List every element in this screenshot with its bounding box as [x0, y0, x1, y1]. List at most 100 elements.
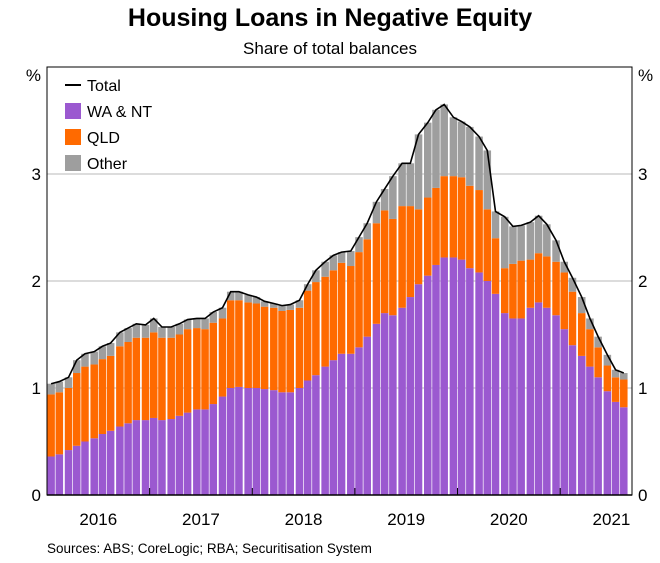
bar-other-64 — [594, 336, 602, 348]
bar-wa-nt-57 — [534, 302, 543, 495]
bar-wa-nt-32 — [321, 366, 329, 495]
bar-other-15 — [175, 323, 184, 335]
bar-wa-nt-4 — [81, 441, 89, 495]
bar-other-18 — [201, 318, 209, 330]
bar-qld-59 — [552, 261, 560, 316]
bar-other-0 — [47, 383, 55, 395]
y-label-right-1: 1 — [638, 379, 647, 398]
bar-wa-nt-17 — [193, 409, 201, 495]
bar-qld-23 — [244, 302, 252, 388]
bar-other-61 — [568, 277, 577, 292]
legend-label-other: Other — [87, 156, 128, 173]
bar-qld-65 — [603, 365, 612, 392]
bar-wa-nt-67 — [620, 407, 628, 495]
bar-qld-52 — [491, 238, 500, 294]
bar-wa-nt-6 — [98, 434, 107, 495]
bar-other-66 — [611, 369, 620, 378]
bar-other-34 — [337, 252, 346, 263]
bar-other-3 — [73, 360, 81, 374]
bar-qld-46 — [440, 176, 448, 258]
bar-other-10 — [132, 323, 141, 338]
bar-other-24 — [252, 297, 261, 304]
bar-other-30 — [303, 284, 312, 291]
bar-qld-19 — [209, 322, 218, 405]
bar-qld-11 — [141, 337, 150, 421]
bar-other-42 — [406, 163, 415, 207]
bar-wa-nt-48 — [457, 259, 466, 495]
bar-other-9 — [124, 328, 132, 342]
bar-qld-67 — [620, 379, 628, 408]
bar-other-47 — [449, 117, 458, 177]
bar-qld-62 — [577, 313, 586, 356]
bar-qld-36 — [355, 252, 363, 348]
bar-other-62 — [577, 297, 586, 314]
bar-wa-nt-64 — [594, 377, 602, 495]
bar-qld-55 — [517, 260, 525, 319]
bar-qld-21 — [226, 300, 235, 388]
bar-other-1 — [55, 381, 64, 393]
bar-other-37 — [363, 223, 371, 240]
bar-qld-35 — [347, 266, 355, 354]
bar-wa-nt-14 — [167, 419, 175, 495]
y-label-right-2: 2 — [638, 272, 647, 291]
y-label-right-3: 3 — [638, 165, 647, 184]
x-label-2021: 2021 — [593, 510, 631, 529]
bar-qld-27 — [278, 310, 286, 393]
bar-other-28 — [286, 304, 294, 310]
bar-qld-31 — [312, 282, 320, 376]
bar-other-52 — [491, 211, 500, 239]
bar-other-67 — [620, 373, 628, 380]
y-label-left-0: 0 — [32, 486, 41, 505]
bar-wa-nt-61 — [568, 345, 577, 495]
bar-other-58 — [543, 224, 551, 257]
bar-qld-1 — [55, 392, 64, 455]
bar-wa-nt-20 — [218, 396, 227, 495]
bar-qld-60 — [560, 272, 569, 330]
bar-qld-5 — [90, 364, 98, 439]
bar-wa-nt-13 — [158, 420, 166, 495]
bar-qld-10 — [132, 337, 141, 421]
bar-qld-32 — [321, 276, 329, 367]
bar-qld-50 — [475, 190, 483, 273]
bar-wa-nt-28 — [286, 392, 294, 495]
bar-wa-nt-51 — [483, 281, 492, 495]
bar-other-5 — [90, 351, 98, 365]
bar-wa-nt-19 — [209, 404, 218, 495]
bar-qld-54 — [509, 263, 517, 319]
bar-qld-48 — [457, 177, 466, 260]
bar-other-16 — [183, 319, 192, 330]
legend-label-total: Total — [87, 78, 121, 95]
bar-qld-57 — [534, 253, 543, 303]
bar-qld-2 — [64, 388, 73, 451]
bar-other-59 — [552, 240, 560, 262]
bar-qld-42 — [406, 206, 415, 298]
bar-qld-37 — [363, 239, 371, 337]
bar-other-26 — [270, 303, 278, 308]
bar-other-48 — [457, 121, 466, 178]
bar-other-14 — [167, 327, 175, 338]
bar-wa-nt-21 — [226, 388, 235, 495]
bar-qld-49 — [466, 185, 474, 269]
legend-swatch-qld — [65, 129, 81, 145]
bar-wa-nt-40 — [389, 315, 397, 495]
bar-qld-38 — [372, 223, 381, 324]
bar-qld-34 — [337, 262, 346, 354]
bar-other-20 — [218, 307, 227, 319]
bar-wa-nt-27 — [278, 392, 286, 495]
bar-other-8 — [116, 332, 124, 347]
bar-other-33 — [329, 255, 338, 271]
bar-qld-0 — [47, 394, 55, 457]
bar-qld-58 — [543, 256, 551, 308]
total-line — [50, 103, 625, 385]
bar-wa-nt-10 — [132, 420, 141, 495]
bar-wa-nt-41 — [398, 307, 406, 495]
bar-wa-nt-11 — [141, 420, 150, 495]
bar-wa-nt-31 — [312, 375, 320, 495]
bar-wa-nt-59 — [552, 315, 560, 495]
bar-qld-51 — [483, 209, 492, 281]
bar-wa-nt-16 — [183, 412, 192, 495]
chart-subtitle: Share of total balances — [243, 39, 417, 58]
bar-wa-nt-12 — [149, 417, 158, 495]
bar-other-41 — [398, 163, 406, 207]
